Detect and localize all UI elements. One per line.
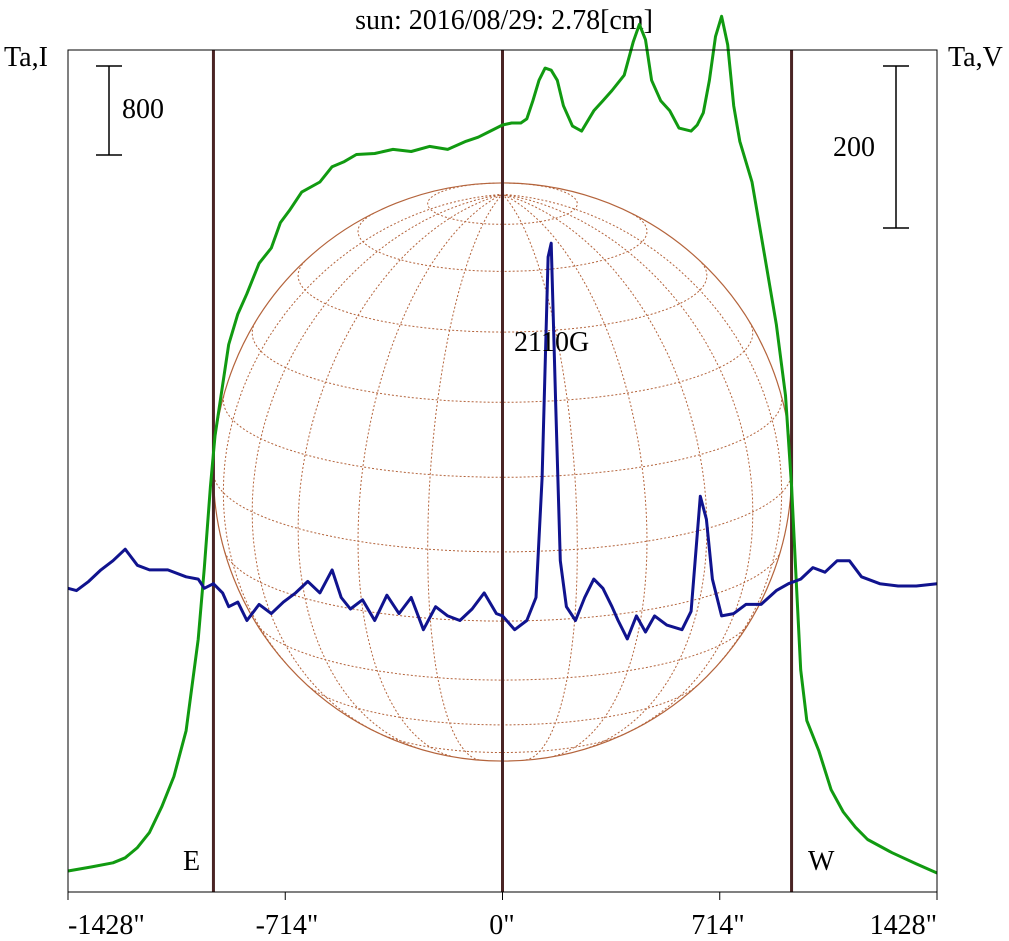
meridian-line <box>502 193 648 757</box>
active-region-annotation: 2110G <box>514 327 589 358</box>
x-tick-label: -714" <box>256 910 319 941</box>
parallel-line <box>257 624 748 681</box>
meridian-line <box>502 193 754 734</box>
meridian-line <box>357 193 503 757</box>
parallel-line <box>297 260 708 333</box>
parallel-line <box>377 732 628 753</box>
limb-label-west: W <box>808 846 835 877</box>
meridian-line <box>502 193 783 664</box>
meridian-line <box>502 193 578 761</box>
x-tick-label: 1428" <box>870 910 937 941</box>
parallel-line <box>251 322 754 403</box>
left-axis-label: Ta,I <box>4 42 48 73</box>
x-tick-label: 714" <box>691 910 744 941</box>
x-tick-label: 0" <box>489 910 514 941</box>
polarization-series-line <box>67 241 938 641</box>
vertical-markers <box>211 50 794 892</box>
right-scale-label: 200 <box>833 132 875 163</box>
right-scale-bar: 200 <box>833 65 909 229</box>
x-axis: -1428" -714" 0" 714" 1428" <box>67 892 938 941</box>
intensity-series-line <box>67 14 938 875</box>
left-scale-label: 800 <box>122 94 164 125</box>
left-scale-bar: 800 <box>96 65 164 156</box>
x-tick-label: -1428" <box>68 910 145 941</box>
limb-label-east: E <box>183 846 200 877</box>
right-axis-label: Ta,V <box>948 42 1003 73</box>
x-tick-marks <box>67 892 938 900</box>
meridian-line <box>427 193 503 761</box>
meridian-line <box>222 193 503 664</box>
plot-area <box>67 14 938 893</box>
meridian-line <box>502 193 708 750</box>
meridian-line <box>251 193 503 734</box>
parallel-line <box>224 551 781 622</box>
meridian-line <box>297 193 503 750</box>
chart-title: sun: 2016/08/29: 2.78[cm] <box>355 5 653 36</box>
